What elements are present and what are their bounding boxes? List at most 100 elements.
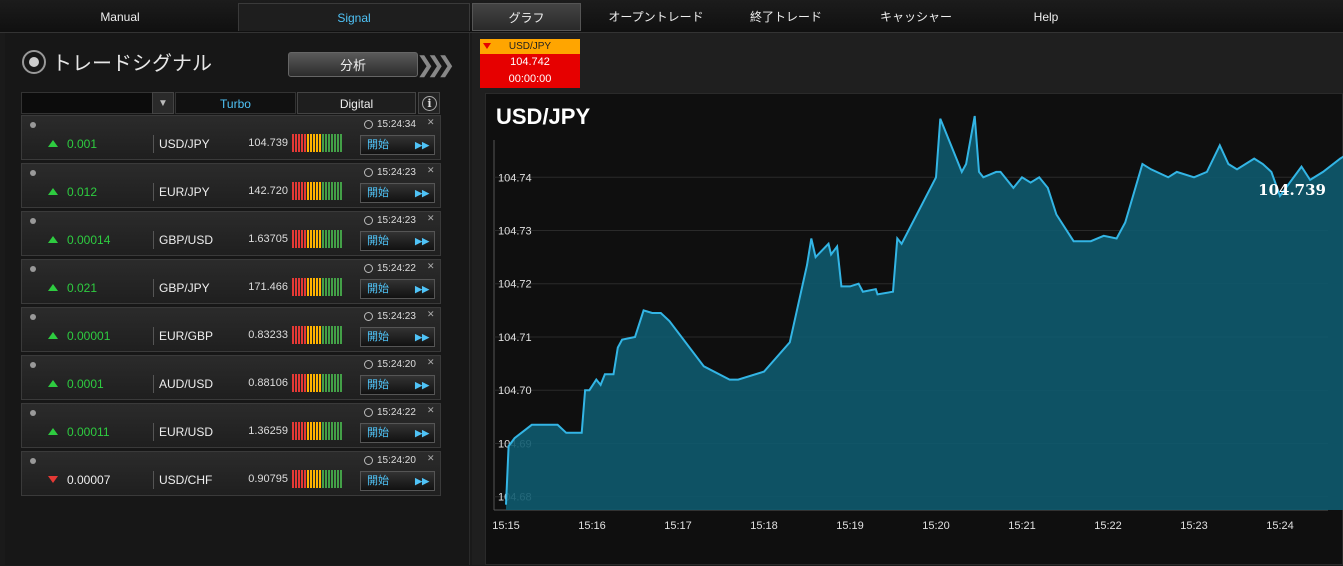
clock-icon xyxy=(364,312,373,321)
x-tick-label: 15:17 xyxy=(664,520,692,532)
signal-change: 0.00014 xyxy=(67,233,111,247)
signal-time-text: 15:24:23 xyxy=(377,215,416,226)
close-icon[interactable]: ✕ xyxy=(427,309,435,319)
signal-time: 15:24:34 xyxy=(364,119,416,130)
close-icon[interactable]: ✕ xyxy=(427,117,435,127)
tab-digital[interactable]: Digital xyxy=(297,92,416,114)
start-button[interactable]: 開始 ▶▶ xyxy=(360,375,435,395)
x-tick-label: 15:20 xyxy=(922,520,950,532)
close-icon[interactable]: ✕ xyxy=(427,405,435,415)
signal-row[interactable]: 15:24:22 ✕ 0.00011 EUR/USD 1.36259 開始 ▶▶ xyxy=(21,403,441,448)
signal-pair: EUR/JPY xyxy=(153,183,210,201)
close-icon[interactable]: ✕ xyxy=(427,261,435,271)
signal-time-text: 15:24:20 xyxy=(377,359,416,370)
clock-icon xyxy=(364,120,373,129)
signal-pair: GBP/JPY xyxy=(153,279,210,297)
signal-change: 0.012 xyxy=(67,185,98,199)
y-tick-label: 104.70 xyxy=(498,385,532,397)
status-dot xyxy=(30,362,36,368)
start-button[interactable]: 開始 ▶▶ xyxy=(360,327,435,347)
last-price-label: 104.739 xyxy=(1258,181,1326,199)
close-icon[interactable]: ✕ xyxy=(427,165,435,175)
signal-panel: トレードシグナル 分析 ❯❯❯ ▼ Turbo Digital i 15:24:… xyxy=(5,33,470,565)
signal-row[interactable]: 15:24:23 ✕ 0.00014 GBP/USD 1.63705 開始 ▶▶ xyxy=(21,211,441,256)
tab-help[interactable]: Help xyxy=(1033,10,1059,24)
info-icon: i xyxy=(422,96,437,111)
signal-pair: AUD/USD xyxy=(153,375,213,393)
signal-time: 15:24:22 xyxy=(364,263,416,274)
clock-icon xyxy=(364,168,373,177)
start-button[interactable]: 開始 ▶▶ xyxy=(360,135,435,155)
status-dot xyxy=(30,122,36,128)
x-tick-label: 15:23 xyxy=(1180,520,1208,532)
signal-change: 0.021 xyxy=(67,281,98,295)
x-tick-label: 15:21 xyxy=(1008,520,1036,532)
signal-time-text: 15:24:20 xyxy=(377,455,416,466)
tab-open-trades[interactable]: オープントレード xyxy=(608,10,704,24)
start-button[interactable]: 開始 ▶▶ xyxy=(360,471,435,491)
signal-time-text: 15:24:22 xyxy=(377,263,416,274)
start-button[interactable]: 開始 ▶▶ xyxy=(360,231,435,251)
start-label: 開始 xyxy=(367,235,389,247)
filter-bar: ▼ Turbo Digital i xyxy=(21,92,456,114)
tab-turbo[interactable]: Turbo xyxy=(175,92,296,114)
signal-row[interactable]: 15:24:20 ✕ 0.0001 AUD/USD 0.88106 開始 ▶▶ xyxy=(21,355,441,400)
tab-signal[interactable]: Signal xyxy=(238,3,470,31)
ticker-pair: USD/JPY xyxy=(480,39,580,54)
start-button[interactable]: 開始 ▶▶ xyxy=(360,183,435,203)
x-tick-label: 15:19 xyxy=(836,520,864,532)
strength-meter xyxy=(292,182,342,200)
y-tick-label: 104.71 xyxy=(498,332,532,344)
analyze-button[interactable]: 分析 ❯❯❯ xyxy=(288,52,455,77)
arrow-up-icon xyxy=(48,140,58,147)
signal-row[interactable]: 15:24:23 ✕ 0.012 EUR/JPY 142.720 開始 ▶▶ xyxy=(21,163,441,208)
signal-row[interactable]: 15:24:20 ✕ 0.00007 USD/CHF 0.90795 開始 ▶▶ xyxy=(21,451,441,496)
tab-graph[interactable]: グラフ xyxy=(472,3,581,31)
signal-time-text: 15:24:22 xyxy=(377,407,416,418)
fast-forward-icon: ▶▶ xyxy=(415,380,429,390)
chevron-down-icon[interactable]: ▼ xyxy=(152,92,174,114)
tab-closed-trades[interactable]: 終了トレード xyxy=(749,10,822,24)
asset-select[interactable] xyxy=(21,92,172,114)
status-dot xyxy=(30,410,36,416)
x-tick-label: 15:16 xyxy=(578,520,606,532)
panel-title-text: トレードシグナル xyxy=(52,53,212,75)
panel-title: トレードシグナル xyxy=(22,47,212,76)
chart-title: USD/JPY xyxy=(496,104,591,129)
radar-icon xyxy=(22,49,46,74)
signal-row[interactable]: 15:24:23 ✕ 0.00001 EUR/GBP 0.83233 開始 ▶▶ xyxy=(21,307,441,352)
signal-price: 0.90795 xyxy=(248,473,288,485)
close-icon[interactable]: ✕ xyxy=(427,357,435,367)
close-icon[interactable]: ✕ xyxy=(427,213,435,223)
signal-row[interactable]: 15:24:34 ✕ 0.001 USD/JPY 104.739 開始 ▶▶ xyxy=(21,115,441,160)
signal-row[interactable]: 15:24:22 ✕ 0.021 GBP/JPY 171.466 開始 ▶▶ xyxy=(21,259,441,304)
chevrons-right-icon: ❯❯❯ xyxy=(416,52,455,77)
tab-cashier[interactable]: キャッシャー xyxy=(879,10,952,24)
analyze-label: 分析 xyxy=(288,52,418,77)
x-tick-label: 15:22 xyxy=(1094,520,1122,532)
status-dot xyxy=(30,458,36,464)
y-tick-label: 104.74 xyxy=(498,172,532,184)
signal-price: 1.63705 xyxy=(248,233,288,245)
signal-time: 15:24:23 xyxy=(364,167,416,178)
signal-pair: USD/CHF xyxy=(153,471,212,489)
signal-change: 0.00011 xyxy=(67,425,110,439)
signal-pair: EUR/USD xyxy=(153,423,213,441)
clock-icon xyxy=(364,264,373,273)
start-button[interactable]: 開始 ▶▶ xyxy=(360,279,435,299)
signal-price: 142.720 xyxy=(248,185,288,197)
start-label: 開始 xyxy=(367,379,389,391)
tab-manual[interactable]: Manual xyxy=(100,10,140,24)
price-ticker[interactable]: USD/JPY 104.742 00:00:00 xyxy=(480,39,580,88)
start-label: 開始 xyxy=(367,475,389,487)
close-icon[interactable]: ✕ xyxy=(427,453,435,463)
arrow-up-icon xyxy=(48,236,58,243)
start-label: 開始 xyxy=(367,139,389,151)
info-button[interactable]: i xyxy=(418,92,440,114)
start-button[interactable]: 開始 ▶▶ xyxy=(360,423,435,443)
status-dot xyxy=(30,314,36,320)
signal-change: 0.00007 xyxy=(67,473,111,487)
arrow-up-icon xyxy=(48,380,58,387)
fast-forward-icon: ▶▶ xyxy=(415,140,429,150)
signal-pair: GBP/USD xyxy=(153,231,213,249)
